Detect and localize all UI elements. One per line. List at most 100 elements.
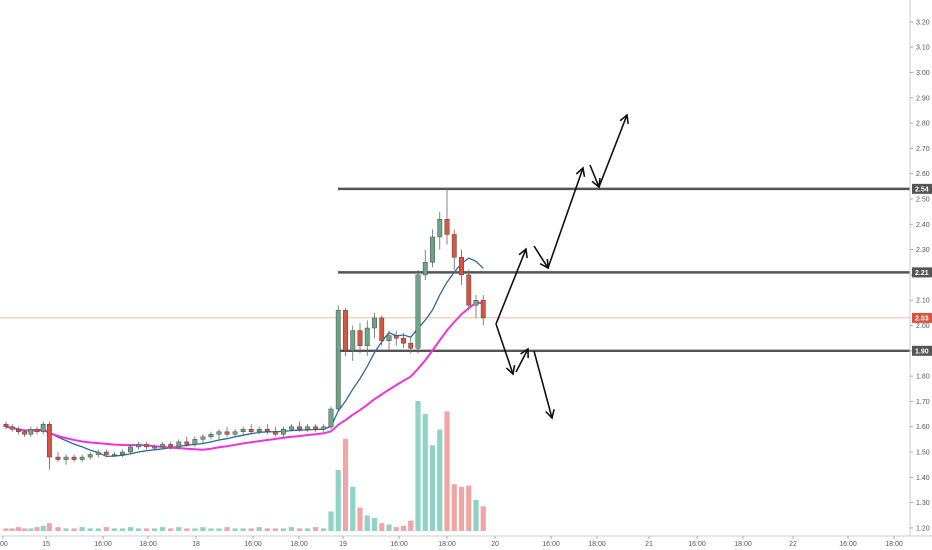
arrow-down-to-1-90 xyxy=(495,323,516,376)
candle-body xyxy=(364,327,370,346)
candle-body xyxy=(87,454,93,458)
last-price-badge: 2.03 xyxy=(912,312,932,323)
arrow-head xyxy=(545,409,555,420)
badge-label: 2.54 xyxy=(915,186,929,193)
candle-down xyxy=(248,424,254,435)
volume-bar xyxy=(143,528,150,531)
candle-body xyxy=(34,429,40,432)
candle-up xyxy=(95,449,101,458)
candle-body xyxy=(401,337,406,344)
time-axis[interactable]: 00 15 16:00 18:00 18 16:00 18:00 19 16:00 18:00 20… xyxy=(0,535,932,548)
volume-bar xyxy=(371,518,378,531)
volume-bar xyxy=(184,528,190,531)
candle-body xyxy=(415,274,421,349)
price-axis[interactable]: 3.20 3.10 3.00 2.90 2.80 2.70 2.60 2.50 2.40 2.30… xyxy=(909,0,930,536)
candle-up xyxy=(119,449,125,458)
candle-body xyxy=(160,444,166,448)
volume-bar xyxy=(168,528,174,531)
candle-body xyxy=(240,429,246,432)
badge-label: 1.90 xyxy=(915,348,929,355)
volume-bar xyxy=(437,429,443,531)
badge-box xyxy=(912,345,932,356)
volume-bar xyxy=(429,445,436,531)
arrow-breakdown xyxy=(533,350,555,420)
candle-body xyxy=(79,456,85,460)
candle-down xyxy=(379,315,385,346)
slow-moving-average xyxy=(5,301,484,451)
candle-body xyxy=(152,446,157,449)
candle-down xyxy=(357,322,363,354)
arrow-path xyxy=(598,114,628,188)
volume-bar xyxy=(256,527,262,531)
volume-bar xyxy=(71,528,77,531)
badge-box xyxy=(912,183,932,194)
price-badges: 2.54 2.21 1.90 2.03 xyxy=(912,183,932,356)
candle-up xyxy=(128,444,133,455)
candle-body xyxy=(422,262,428,276)
price-tick-label: 1.50 xyxy=(916,450,930,457)
candle-body xyxy=(55,456,61,460)
candle-up xyxy=(63,454,69,465)
candle-down xyxy=(451,229,457,270)
arrow-path xyxy=(547,167,584,269)
candle-body xyxy=(297,426,302,430)
volume-bar xyxy=(127,527,134,531)
candle-down xyxy=(408,335,414,354)
candle-up xyxy=(372,312,377,339)
candle-down xyxy=(144,441,149,450)
candle-body xyxy=(28,429,34,435)
price-tick-label: 2.60 xyxy=(916,171,930,178)
candle-down xyxy=(224,426,230,437)
volume-bar xyxy=(304,528,311,531)
arrow-path xyxy=(589,164,600,188)
candle-body xyxy=(9,426,15,430)
level-price-badge: 2.21 xyxy=(912,267,932,278)
arrow-bounce-1-90 xyxy=(515,347,529,373)
arrow-path xyxy=(515,348,529,373)
candle-up xyxy=(79,454,85,463)
volume-bar xyxy=(408,520,414,531)
time-tick-label: 18:00 xyxy=(139,541,157,548)
volume-bar xyxy=(480,506,486,531)
candle-down xyxy=(459,249,464,286)
volume-bar xyxy=(357,507,363,531)
candle-down xyxy=(168,441,174,450)
candle-body xyxy=(437,219,443,238)
candle-body xyxy=(313,426,318,430)
price-tick-label: 2.90 xyxy=(916,95,930,102)
volume-bar xyxy=(422,414,428,531)
volume-bar xyxy=(264,528,270,531)
candle-up xyxy=(136,441,141,450)
candle-body xyxy=(63,456,69,460)
candle-down xyxy=(3,421,9,430)
arrow-path xyxy=(533,245,549,269)
candle-body xyxy=(22,431,27,435)
candle-up xyxy=(200,434,206,445)
volume-bar xyxy=(296,528,303,531)
price-tick-label: 2.50 xyxy=(916,197,930,204)
candle-body xyxy=(264,429,270,432)
projection-arrows[interactable] xyxy=(495,113,629,420)
candle-body xyxy=(305,426,310,430)
candle-down xyxy=(71,454,77,463)
time-tick-label: 18:00 xyxy=(588,541,606,548)
arrow-retest-2-21 xyxy=(533,245,549,270)
volume-bar xyxy=(9,528,15,531)
time-tick-label: 18:00 xyxy=(885,541,903,548)
volume-bar xyxy=(200,527,206,531)
candle-down xyxy=(22,429,27,437)
price-tick-label: 1.70 xyxy=(916,399,930,406)
volume-bar xyxy=(103,527,109,531)
volume-bar xyxy=(160,527,166,531)
time-tick-label: 16:00 xyxy=(542,541,560,548)
badge-box xyxy=(912,267,932,278)
candle-up xyxy=(473,295,479,318)
time-tick-label: 21 xyxy=(645,541,653,548)
candle-down xyxy=(9,424,15,432)
price-tick-label: 2.70 xyxy=(916,146,930,153)
volume-bar xyxy=(3,528,9,531)
badge-label: 2.21 xyxy=(915,270,929,277)
volume-bar xyxy=(192,528,198,531)
volume-bar xyxy=(328,511,334,531)
